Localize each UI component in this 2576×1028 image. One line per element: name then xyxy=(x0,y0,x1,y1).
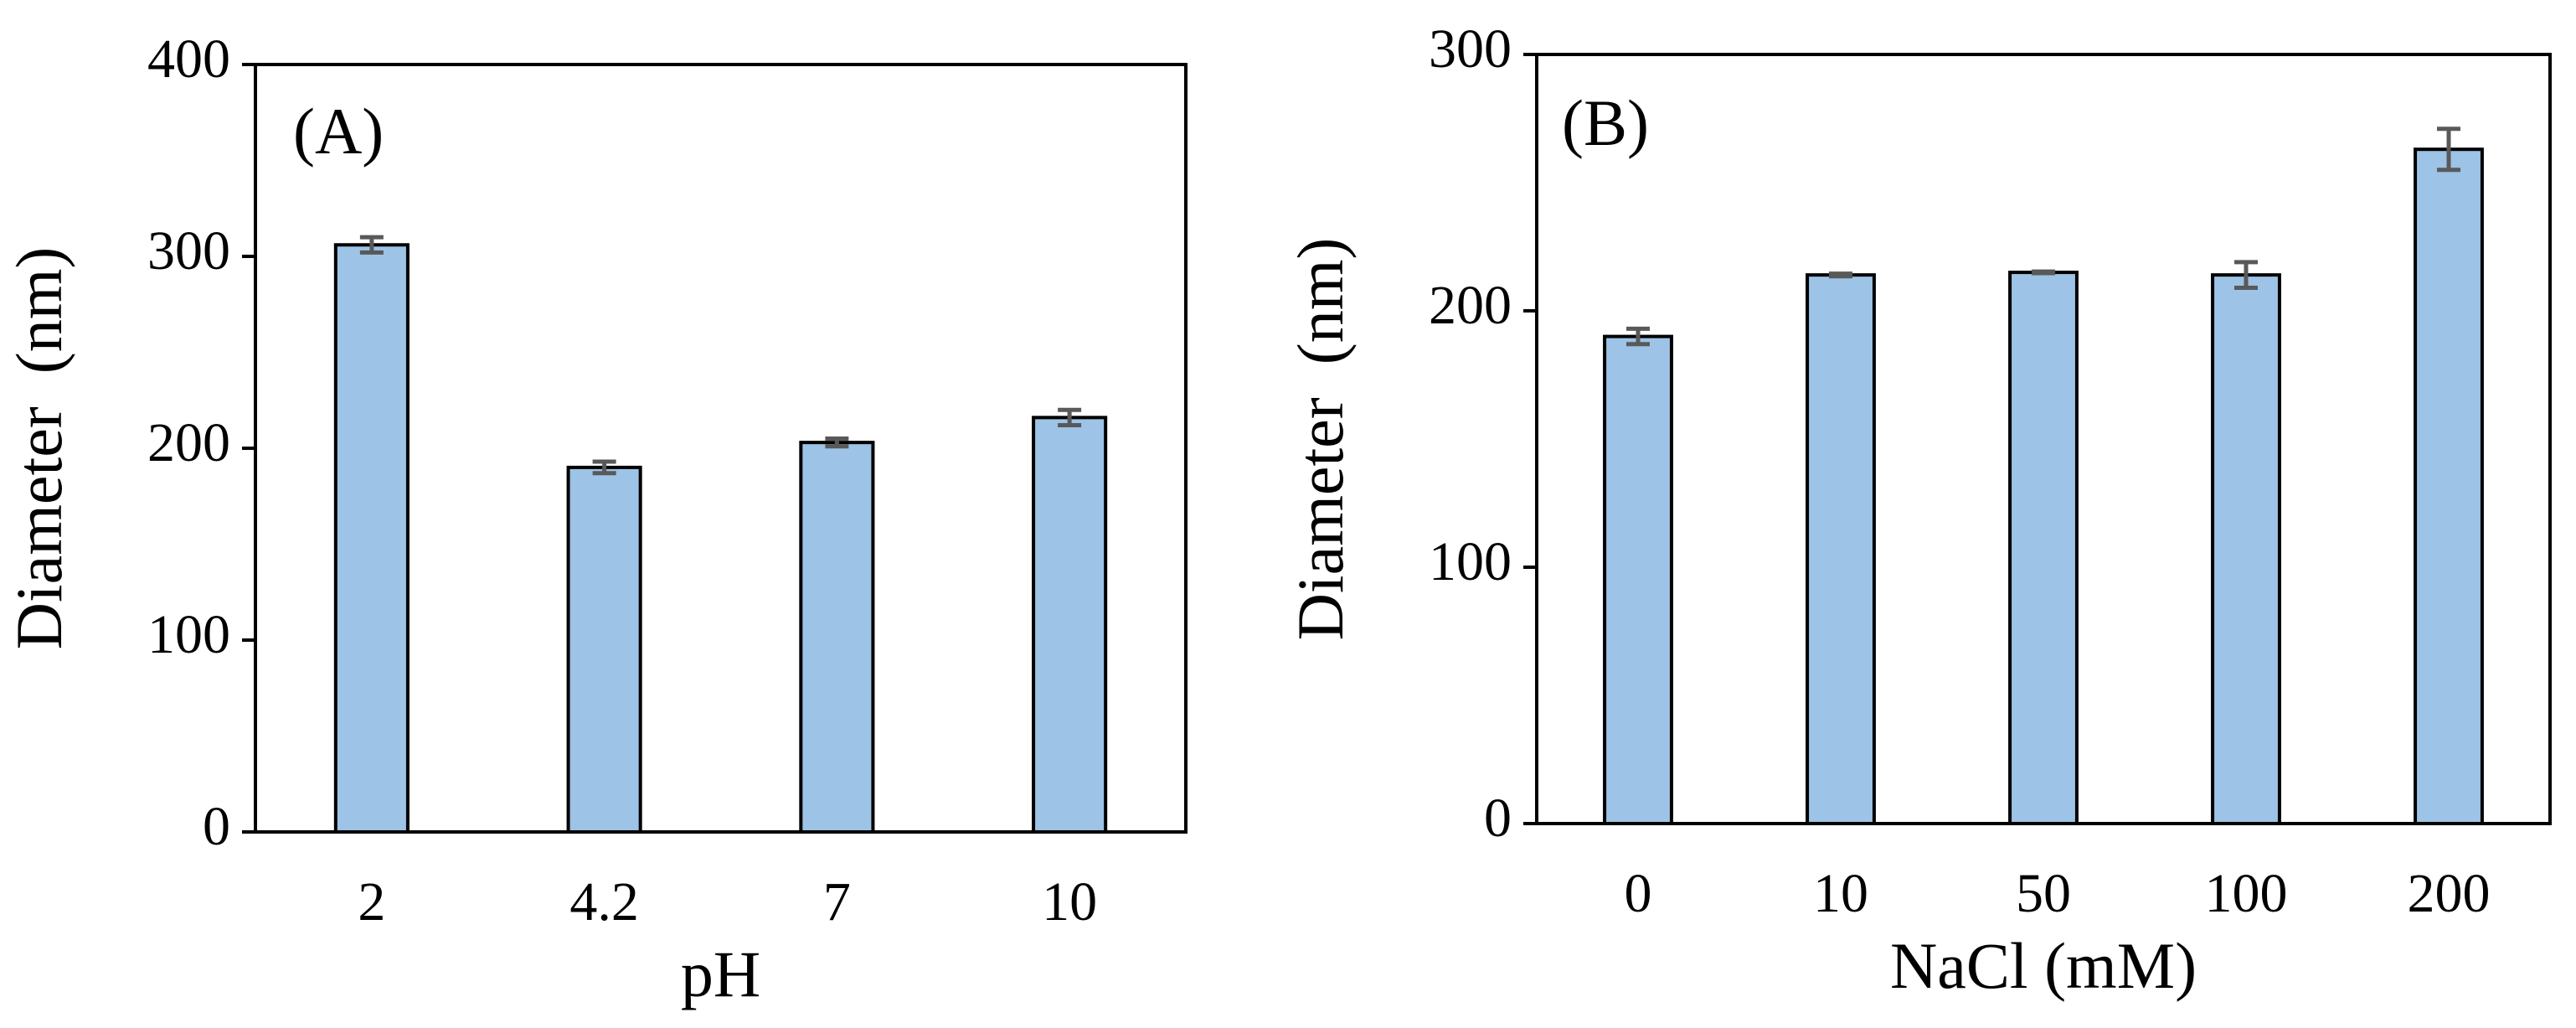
x-tick-label: 50 xyxy=(2016,863,2071,924)
bar xyxy=(2414,147,2484,826)
panel-label: (B) xyxy=(1562,86,1649,159)
bar xyxy=(1806,273,1876,826)
y-tick-label: 200 xyxy=(147,412,230,473)
bar xyxy=(2211,273,2281,826)
x-tick-label: 2 xyxy=(358,871,385,932)
y-axis-title: Diameter (nm) xyxy=(3,247,75,650)
x-tick-label: 4.2 xyxy=(569,871,639,932)
error-bar xyxy=(2234,260,2258,290)
y-tick-label: 200 xyxy=(1429,275,1512,336)
plot-frame xyxy=(1535,53,2552,825)
error-bar xyxy=(2437,127,2460,173)
x-tick-label: 10 xyxy=(1813,863,1868,924)
bar xyxy=(1032,416,1108,834)
x-tick-label: 10 xyxy=(1042,871,1097,932)
error-bar xyxy=(359,235,384,255)
bar xyxy=(799,441,875,834)
y-tick-label: 0 xyxy=(203,796,230,857)
error-bar xyxy=(1829,271,1852,279)
y-tick-label: 100 xyxy=(147,604,230,665)
x-tick-label: 200 xyxy=(2408,863,2491,924)
error-bar xyxy=(1626,326,1650,347)
plot-frame xyxy=(254,63,1188,834)
x-axis-title: NaCl (mM) xyxy=(1890,929,2197,1002)
bar xyxy=(566,465,642,834)
panel-label: (A) xyxy=(293,95,384,168)
error-bar xyxy=(825,437,849,449)
x-tick-label: 7 xyxy=(823,871,851,932)
y-tick-label: 400 xyxy=(147,28,230,90)
error-bar xyxy=(2032,269,2055,276)
y-axis-title: Diameter (nm) xyxy=(1284,238,1357,641)
bar xyxy=(333,243,410,834)
y-tick-label: 300 xyxy=(1429,18,1512,80)
y-tick-label: 100 xyxy=(1429,531,1512,592)
y-tick-label: 0 xyxy=(1484,788,1512,849)
bar xyxy=(2008,271,2079,826)
x-tick-label: 100 xyxy=(2205,863,2288,924)
x-axis-title: pH xyxy=(681,938,760,1010)
bar xyxy=(1603,334,1673,826)
error-bar xyxy=(592,459,616,476)
y-tick-label: 300 xyxy=(147,220,230,282)
x-tick-label: 0 xyxy=(1625,863,1652,924)
error-bar xyxy=(1058,407,1082,428)
